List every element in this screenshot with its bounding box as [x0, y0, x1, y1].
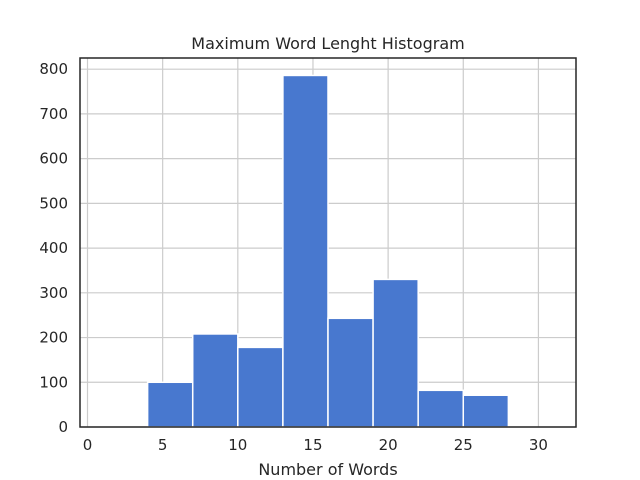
x-tick-label: 30: [529, 436, 548, 454]
y-tick-label: 800: [39, 60, 68, 78]
y-tick-label: 0: [58, 418, 68, 436]
y-tick-labels: 0 100 200 300 400 500 600 700 800: [39, 60, 68, 436]
x-tick-label: 0: [83, 436, 93, 454]
histogram-bar: [282, 74, 329, 428]
x-tick-label: 20: [379, 436, 398, 454]
plot-frame: [79, 57, 577, 428]
y-tick-label: 100: [39, 373, 68, 391]
histogram-bar: [462, 394, 510, 428]
histogram-bar: [327, 317, 374, 428]
histogram-bars: [146, 74, 510, 428]
x-tick-label: 10: [228, 436, 247, 454]
y-tick-label: 600: [39, 150, 68, 168]
y-tick-label: 200: [39, 329, 68, 347]
chart-title: Maximum Word Lenght Histogram: [191, 34, 464, 53]
x-tick-labels: 0 5 10 15 20 25 30: [83, 436, 548, 454]
histogram-bar: [191, 333, 239, 428]
histogram-bar: [417, 389, 465, 428]
x-axis-label: Number of Words: [258, 460, 397, 479]
y-tick-label: 500: [39, 194, 68, 212]
y-tick-label: 400: [39, 239, 68, 257]
y-tick-label: 700: [39, 105, 68, 123]
histogram-bar: [372, 278, 419, 428]
x-tick-label: 5: [158, 436, 168, 454]
y-tick-label: 300: [39, 284, 68, 302]
x-tick-label: 25: [454, 436, 473, 454]
x-tick-label: 15: [303, 436, 322, 454]
histogram-bar: [146, 381, 194, 428]
histogram-bar: [237, 346, 284, 428]
